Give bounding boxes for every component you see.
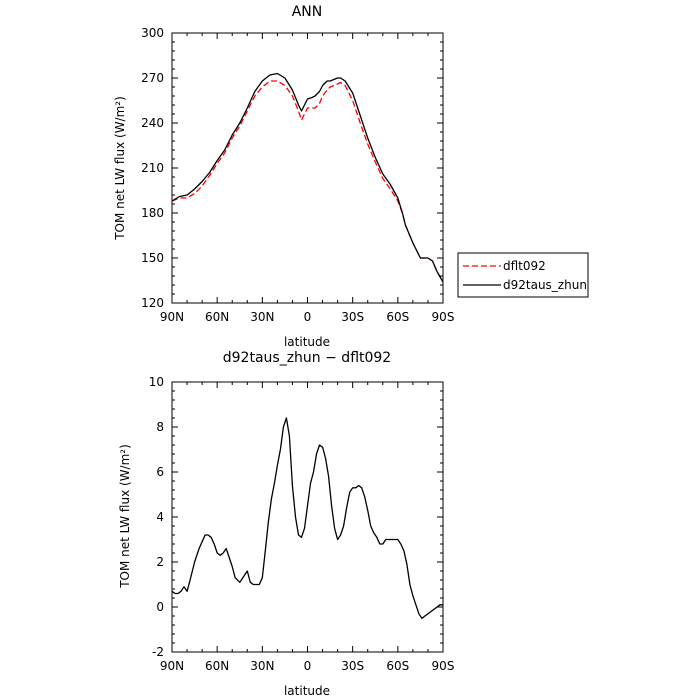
legend-label-d92taus-zhun: d92taus_zhun [503,278,587,292]
y-tick-label: 270 [141,71,164,85]
y-tick-label: 210 [141,161,164,175]
x-tick-label: 30S [341,310,364,324]
bottom-panel: d92taus_zhun − dflt092 latitude TOM net … [118,350,454,698]
x-tick-label: 60N [205,310,229,324]
y-tick-label: 2 [156,555,164,569]
y-tick-label: 8 [156,420,164,434]
x-tick-label: 90N [160,659,184,673]
top-plot-area: 90N 60N 30N 0 30S 60S 90S 120 150 180 210 240 270 300 [141,26,454,324]
series-line-diff-0 [171,417,443,619]
y-tick-label: 0 [156,600,164,614]
y-tick-label: 240 [141,116,164,130]
top-xlabel: latitude [284,335,330,349]
x-tick-label: 60S [386,310,409,324]
top-ylabel: TOM net LW flux (W/m²) [113,96,127,241]
x-tick-label: 30S [341,659,364,673]
bottom-plot-area: 90N 60N 30N 0 30S 60S 90S -2 0 2 4 6 8 10 [149,375,455,673]
top-legend: dflt092 d92taus_zhun [457,252,589,298]
plot-frame [171,381,444,653]
legend-box [457,252,589,298]
bottom-title: d92taus_zhun − dflt092 [223,350,391,366]
x-tick-label: 90N [160,310,184,324]
top-title: ANN [292,4,323,20]
x-tick-label: 90S [432,310,455,324]
y-tick-label: 150 [141,251,164,265]
y-tick-label: 300 [141,26,164,40]
y-tick-label: 10 [149,375,164,389]
x-tick-label: 90S [432,659,455,673]
x-tick-label: 60S [386,659,409,673]
series-line-dflt092 [171,80,444,283]
bottom-xlabel: latitude [284,684,330,698]
legend-label-dflt092: dflt092 [503,259,546,273]
x-tick-label: 0 [304,310,312,324]
y-tick-label: -2 [152,645,164,659]
y-tick-label: 4 [156,510,164,524]
top-panel: ANN latitude TOM net LW flux (W/m²) 90N 6… [113,4,589,349]
x-tick-label: 30N [250,310,274,324]
x-tick-label: 30N [250,659,274,673]
series-line-d92taus-zhun [171,72,444,283]
bottom-ylabel: TOM net LW flux (W/m²) [118,444,132,589]
y-tick-label: 180 [141,206,164,220]
y-tick-label: 120 [141,296,164,310]
y-tick-label: 6 [156,465,164,479]
x-tick-label: 60N [205,659,229,673]
x-tick-label: 0 [304,659,312,673]
